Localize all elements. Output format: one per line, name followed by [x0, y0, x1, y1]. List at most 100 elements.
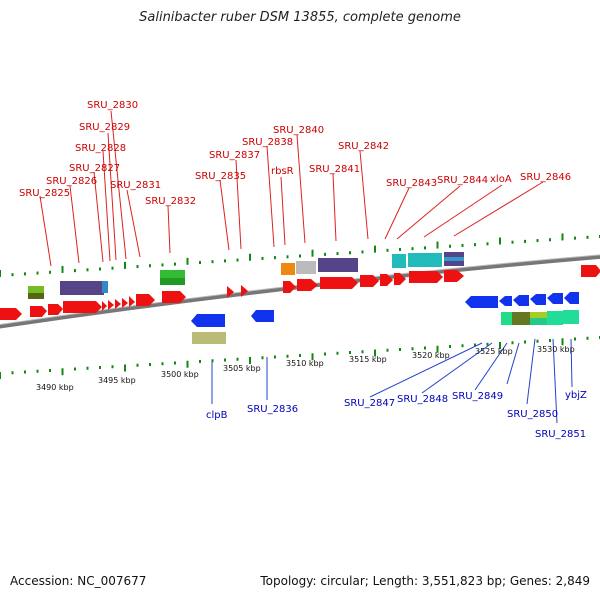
gene-arrow[interactable] — [581, 265, 600, 277]
gene-arrow[interactable] — [0, 308, 22, 320]
kbp-label: 3490 kbp — [36, 383, 74, 392]
gene-arrow[interactable] — [191, 314, 225, 327]
gene-label[interactable]: SRU_2829 — [79, 122, 130, 133]
kbp-labels: 3490 kbp 3495 kbp 3500 kbp 3505 kbp 3510… — [36, 345, 575, 392]
cog-box[interactable] — [530, 312, 547, 318]
cog-box[interactable] — [192, 332, 226, 344]
gene-arrow[interactable] — [102, 301, 107, 311]
gene-label[interactable]: SRU_2851 — [535, 429, 586, 440]
gene-label[interactable]: SRU_2828 — [75, 143, 126, 154]
gene-arrow[interactable] — [283, 281, 296, 293]
gene-label[interactable]: clpB — [206, 410, 228, 421]
gene-label[interactable]: ybjZ — [565, 390, 587, 401]
gene-label[interactable]: SRU_2826 — [46, 176, 97, 187]
cog-box[interactable] — [530, 318, 547, 325]
gene-arrow[interactable] — [380, 274, 393, 286]
gene-arrow[interactable] — [499, 296, 512, 306]
gene-arrow[interactable] — [513, 295, 529, 306]
kbp-label: 3530 kbp — [537, 345, 575, 354]
kbp-label: 3500 kbp — [161, 370, 199, 379]
cog-box[interactable] — [408, 253, 442, 267]
cog-box[interactable] — [547, 311, 563, 325]
gene-arrow[interactable] — [227, 286, 234, 298]
gene-arrow[interactable] — [297, 279, 318, 291]
map-title: Salinibacter ruber DSM 13855, complete g… — [139, 10, 461, 25]
gene-arrow[interactable] — [122, 298, 128, 308]
kbp-label: 3520 kbp — [412, 351, 450, 360]
cog-box[interactable] — [444, 261, 464, 266]
cog-box[interactable] — [160, 278, 185, 285]
gene-arrow[interactable] — [30, 306, 47, 317]
gene-label[interactable]: SRU_2827 — [69, 163, 120, 174]
forward-leader-lines — [39, 110, 544, 267]
gene-label[interactable]: SRU_2846 — [520, 172, 571, 183]
gene-label[interactable]: rbsR — [271, 166, 294, 177]
gene-arrow[interactable] — [320, 277, 358, 289]
reverse-leader-lines — [211, 338, 573, 424]
cog-box[interactable] — [444, 252, 464, 257]
gene-label[interactable]: SRU_2835 — [195, 171, 246, 182]
gene-label[interactable]: SRU_2831 — [110, 180, 161, 191]
gene-label[interactable]: xloA — [490, 174, 512, 185]
gene-arrow[interactable] — [162, 291, 186, 303]
gene-arrow[interactable] — [129, 296, 135, 307]
reverse-genes — [191, 292, 579, 327]
gene-arrow[interactable] — [444, 270, 464, 282]
gene-label[interactable]: SRU_2832 — [145, 196, 196, 207]
gene-label[interactable]: SRU_2848 — [397, 394, 448, 405]
cog-box[interactable] — [444, 257, 464, 261]
forward-gene-labels: SRU_2825 SRU_2826 SRU_2827 SRU_2828 SRU_… — [19, 100, 571, 207]
cog-box[interactable] — [392, 254, 406, 268]
cog-box[interactable] — [296, 261, 316, 274]
gene-arrow[interactable] — [360, 275, 379, 287]
gene-arrow[interactable] — [465, 296, 498, 308]
cog-box[interactable] — [512, 312, 530, 325]
kbp-label: 3515 kbp — [349, 355, 387, 364]
gene-label[interactable]: SRU_2841 — [309, 164, 360, 175]
gene-arrow[interactable] — [530, 294, 546, 305]
kbp-label: 3510 kbp — [286, 359, 324, 368]
gene-label[interactable]: SRU_2844 — [437, 175, 488, 186]
gene-arrow[interactable] — [136, 294, 155, 306]
gene-label[interactable]: SRU_2838 — [242, 137, 293, 148]
forward-cog-bands — [28, 252, 464, 299]
kbp-label: 3495 kbp — [98, 376, 136, 385]
gene-label[interactable]: SRU_2843 — [386, 178, 437, 189]
gene-arrow[interactable] — [547, 293, 563, 304]
gene-label[interactable]: SRU_2837 — [209, 150, 260, 161]
gene-arrow[interactable] — [48, 304, 63, 315]
gene-arrow[interactable] — [115, 299, 121, 309]
cog-box[interactable] — [28, 286, 44, 293]
gene-label[interactable]: SRU_2840 — [273, 125, 324, 136]
forward-genes — [0, 265, 600, 320]
gene-arrow[interactable] — [241, 285, 248, 297]
cog-box[interactable] — [563, 310, 579, 324]
gene-label[interactable]: SRU_2830 — [87, 100, 138, 111]
reverse-gene-labels: clpB SRU_2836 SRU_2847 SRU_2848 SRU_2849… — [206, 390, 587, 440]
accession-text: Accession: NC_007677 — [10, 574, 147, 588]
gene-label[interactable]: SRU_2825 — [19, 188, 70, 199]
gene-label[interactable]: SRU_2836 — [247, 404, 298, 415]
forward-tick-ring — [0, 233, 600, 277]
cog-box[interactable] — [60, 281, 104, 295]
kbp-label: 3525 kbp — [475, 347, 513, 356]
gene-label[interactable]: SRU_2849 — [452, 391, 503, 402]
gene-arrow[interactable] — [394, 273, 406, 285]
reverse-cog-bands — [192, 310, 579, 344]
gene-label[interactable]: SRU_2842 — [338, 141, 389, 152]
cog-box[interactable] — [102, 281, 108, 293]
cog-box[interactable] — [281, 263, 295, 275]
gene-arrow[interactable] — [108, 300, 114, 310]
gene-label[interactable]: SRU_2850 — [507, 409, 558, 420]
gene-arrow[interactable] — [564, 292, 579, 304]
gene-arrow[interactable] — [63, 301, 102, 313]
cog-box[interactable] — [501, 312, 512, 325]
gene-arrow[interactable] — [251, 310, 274, 322]
cog-box[interactable] — [318, 258, 358, 272]
cog-box[interactable] — [28, 293, 44, 299]
topology-text: Topology: circular; Length: 3,551,823 bp… — [260, 574, 590, 588]
cog-box[interactable] — [160, 270, 185, 278]
gene-arrow[interactable] — [409, 271, 443, 283]
gene-label[interactable]: SRU_2847 — [344, 398, 395, 409]
